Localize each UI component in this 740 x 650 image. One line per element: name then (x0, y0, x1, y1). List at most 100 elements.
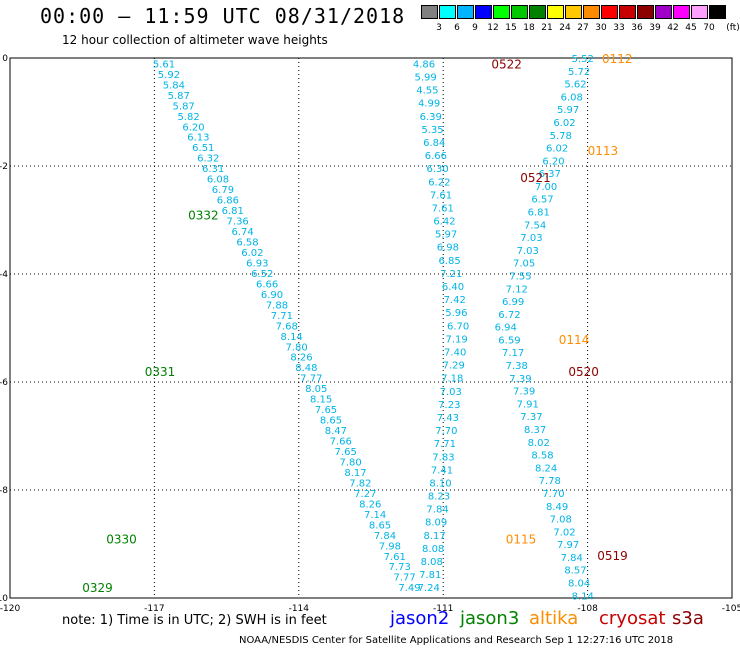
swh-value: 6.98 (437, 243, 459, 254)
swh-value: 8.14 (281, 332, 303, 343)
swh-value: 7.37 (520, 412, 542, 423)
pass-time-label: 0329 (82, 581, 113, 595)
y-tick-label: -8 (0, 486, 8, 496)
swh-value: 7.61 (432, 203, 454, 214)
legend-swatch (691, 5, 708, 19)
swh-value: 5.62 (564, 80, 586, 91)
legend-label: 39 (649, 23, 661, 33)
swh-value: 7.29 (443, 361, 465, 372)
swh-value: 7.84 (561, 553, 583, 564)
pass-time-label: 0113 (588, 144, 619, 158)
swh-value: 7.23 (438, 400, 460, 411)
legend-label: 12 (487, 23, 499, 33)
swh-value: 5.97 (557, 105, 579, 116)
swh-value: 7.73 (389, 562, 411, 573)
swh-value: 6.81 (528, 208, 550, 219)
swh-value: 7.61 (384, 552, 406, 563)
swh-value: 7.77 (300, 374, 322, 385)
swh-value: 8.26 (290, 353, 312, 364)
swh-value: 8.08 (421, 557, 443, 568)
swh-value: 6.51 (192, 143, 214, 154)
swh-value: 7.71 (271, 311, 293, 322)
y-tick-label: -2 (0, 162, 8, 172)
swh-value: 6.94 (495, 323, 517, 334)
legend-swatch (565, 5, 582, 19)
pass-time-label: 0332 (188, 209, 219, 223)
y-tick-label: 0 (2, 54, 8, 64)
swh-value: 7.40 (444, 347, 466, 358)
swh-value: 7.41 (431, 465, 453, 476)
swh-value: 6.66 (256, 279, 278, 290)
swh-value: 7.65 (335, 447, 357, 458)
swh-value: 7.91 (517, 399, 539, 410)
swh-value: 7.61 (430, 190, 452, 201)
swh-value: 6.20 (182, 122, 204, 133)
swh-value: 7.39 (509, 374, 531, 385)
legend-swatch (583, 5, 600, 19)
swh-value: 7.81 (419, 570, 441, 581)
legend-label: 3 (436, 23, 442, 33)
x-tick-label: -117 (144, 604, 164, 614)
swh-value: 8.49 (546, 502, 568, 513)
swh-value: 4.86 (413, 59, 435, 70)
swh-value: 6.02 (546, 144, 568, 155)
swh-value: 7.88 (266, 300, 288, 311)
swh-value: 6.93 (246, 258, 268, 269)
legend-label: 30 (595, 23, 607, 33)
swh-value: 6.79 (212, 185, 234, 196)
swh-value: 6.31 (202, 164, 224, 175)
swh-value: 6.08 (207, 175, 229, 186)
mission-jason3: jason3 (460, 608, 520, 629)
legend-swatch (529, 5, 546, 19)
swh-value: 7.24 (418, 583, 440, 594)
swh-value: 7.98 (379, 541, 401, 552)
swh-value: 8.17 (344, 468, 366, 479)
mission-s3a: s3a (672, 608, 704, 629)
legend-label: 33 (613, 23, 625, 33)
legend-unit: (ft) (726, 23, 740, 33)
swh-value: 7.00 (535, 182, 557, 193)
swh-value: 6.02 (241, 248, 263, 259)
swh-value: 8.08 (422, 544, 444, 555)
y-tick-label: -6 (0, 378, 8, 388)
swh-value: 5.72 (568, 67, 590, 78)
pass-time-label: 0519 (597, 549, 628, 563)
swh-value: 6.86 (217, 196, 239, 207)
swh-value: 8.37 (524, 425, 546, 436)
swh-value: 7.70 (542, 489, 564, 500)
legend-label: 24 (559, 23, 571, 33)
swh-value: 7.80 (339, 457, 361, 468)
swh-value: 7.03 (440, 387, 462, 398)
swh-value: 8.58 (531, 451, 553, 462)
swh-value: 8.26 (359, 499, 381, 510)
swh-value: 5.82 (177, 112, 199, 123)
footer-note: note: 1) Time is in UTC; 2) SWH is in fe… (62, 613, 327, 628)
swh-value: 6.99 (502, 297, 524, 308)
pass-time-label: 0521 (520, 171, 551, 185)
legend-swatch (457, 5, 474, 19)
swh-value: 4.55 (416, 86, 438, 97)
swh-value: 7.65 (315, 405, 337, 416)
legend-swatch (493, 5, 510, 19)
swh-value: 6.40 (442, 282, 464, 293)
swh-value: 6.84 (423, 138, 445, 149)
plot-frame (9, 57, 733, 599)
legend-swatch (511, 5, 528, 19)
swh-value: 8.48 (295, 363, 317, 374)
swh-value: 6.85 (438, 256, 460, 267)
credit-line: NOAA/NESDIS Center for Satellite Applica… (239, 635, 674, 646)
legend-label: 42 (667, 23, 679, 33)
swh-value: 7.70 (435, 426, 457, 437)
swh-value: 6.72 (498, 310, 520, 321)
pass-time-label: 0520 (568, 365, 599, 379)
swh-value: 8.15 (310, 395, 332, 406)
swh-value: 6.32 (197, 154, 219, 165)
swh-value: 5.92 (158, 70, 180, 81)
swh-value: 6.37 (539, 169, 561, 180)
pass-time-label: 0331 (145, 365, 176, 379)
swh-value: 6.74 (231, 227, 253, 238)
swh-value: 6.42 (433, 217, 455, 228)
swh-value: 5.84 (163, 80, 185, 91)
swh-value: 7.83 (432, 452, 454, 463)
swh-value: 7.03 (520, 233, 542, 244)
